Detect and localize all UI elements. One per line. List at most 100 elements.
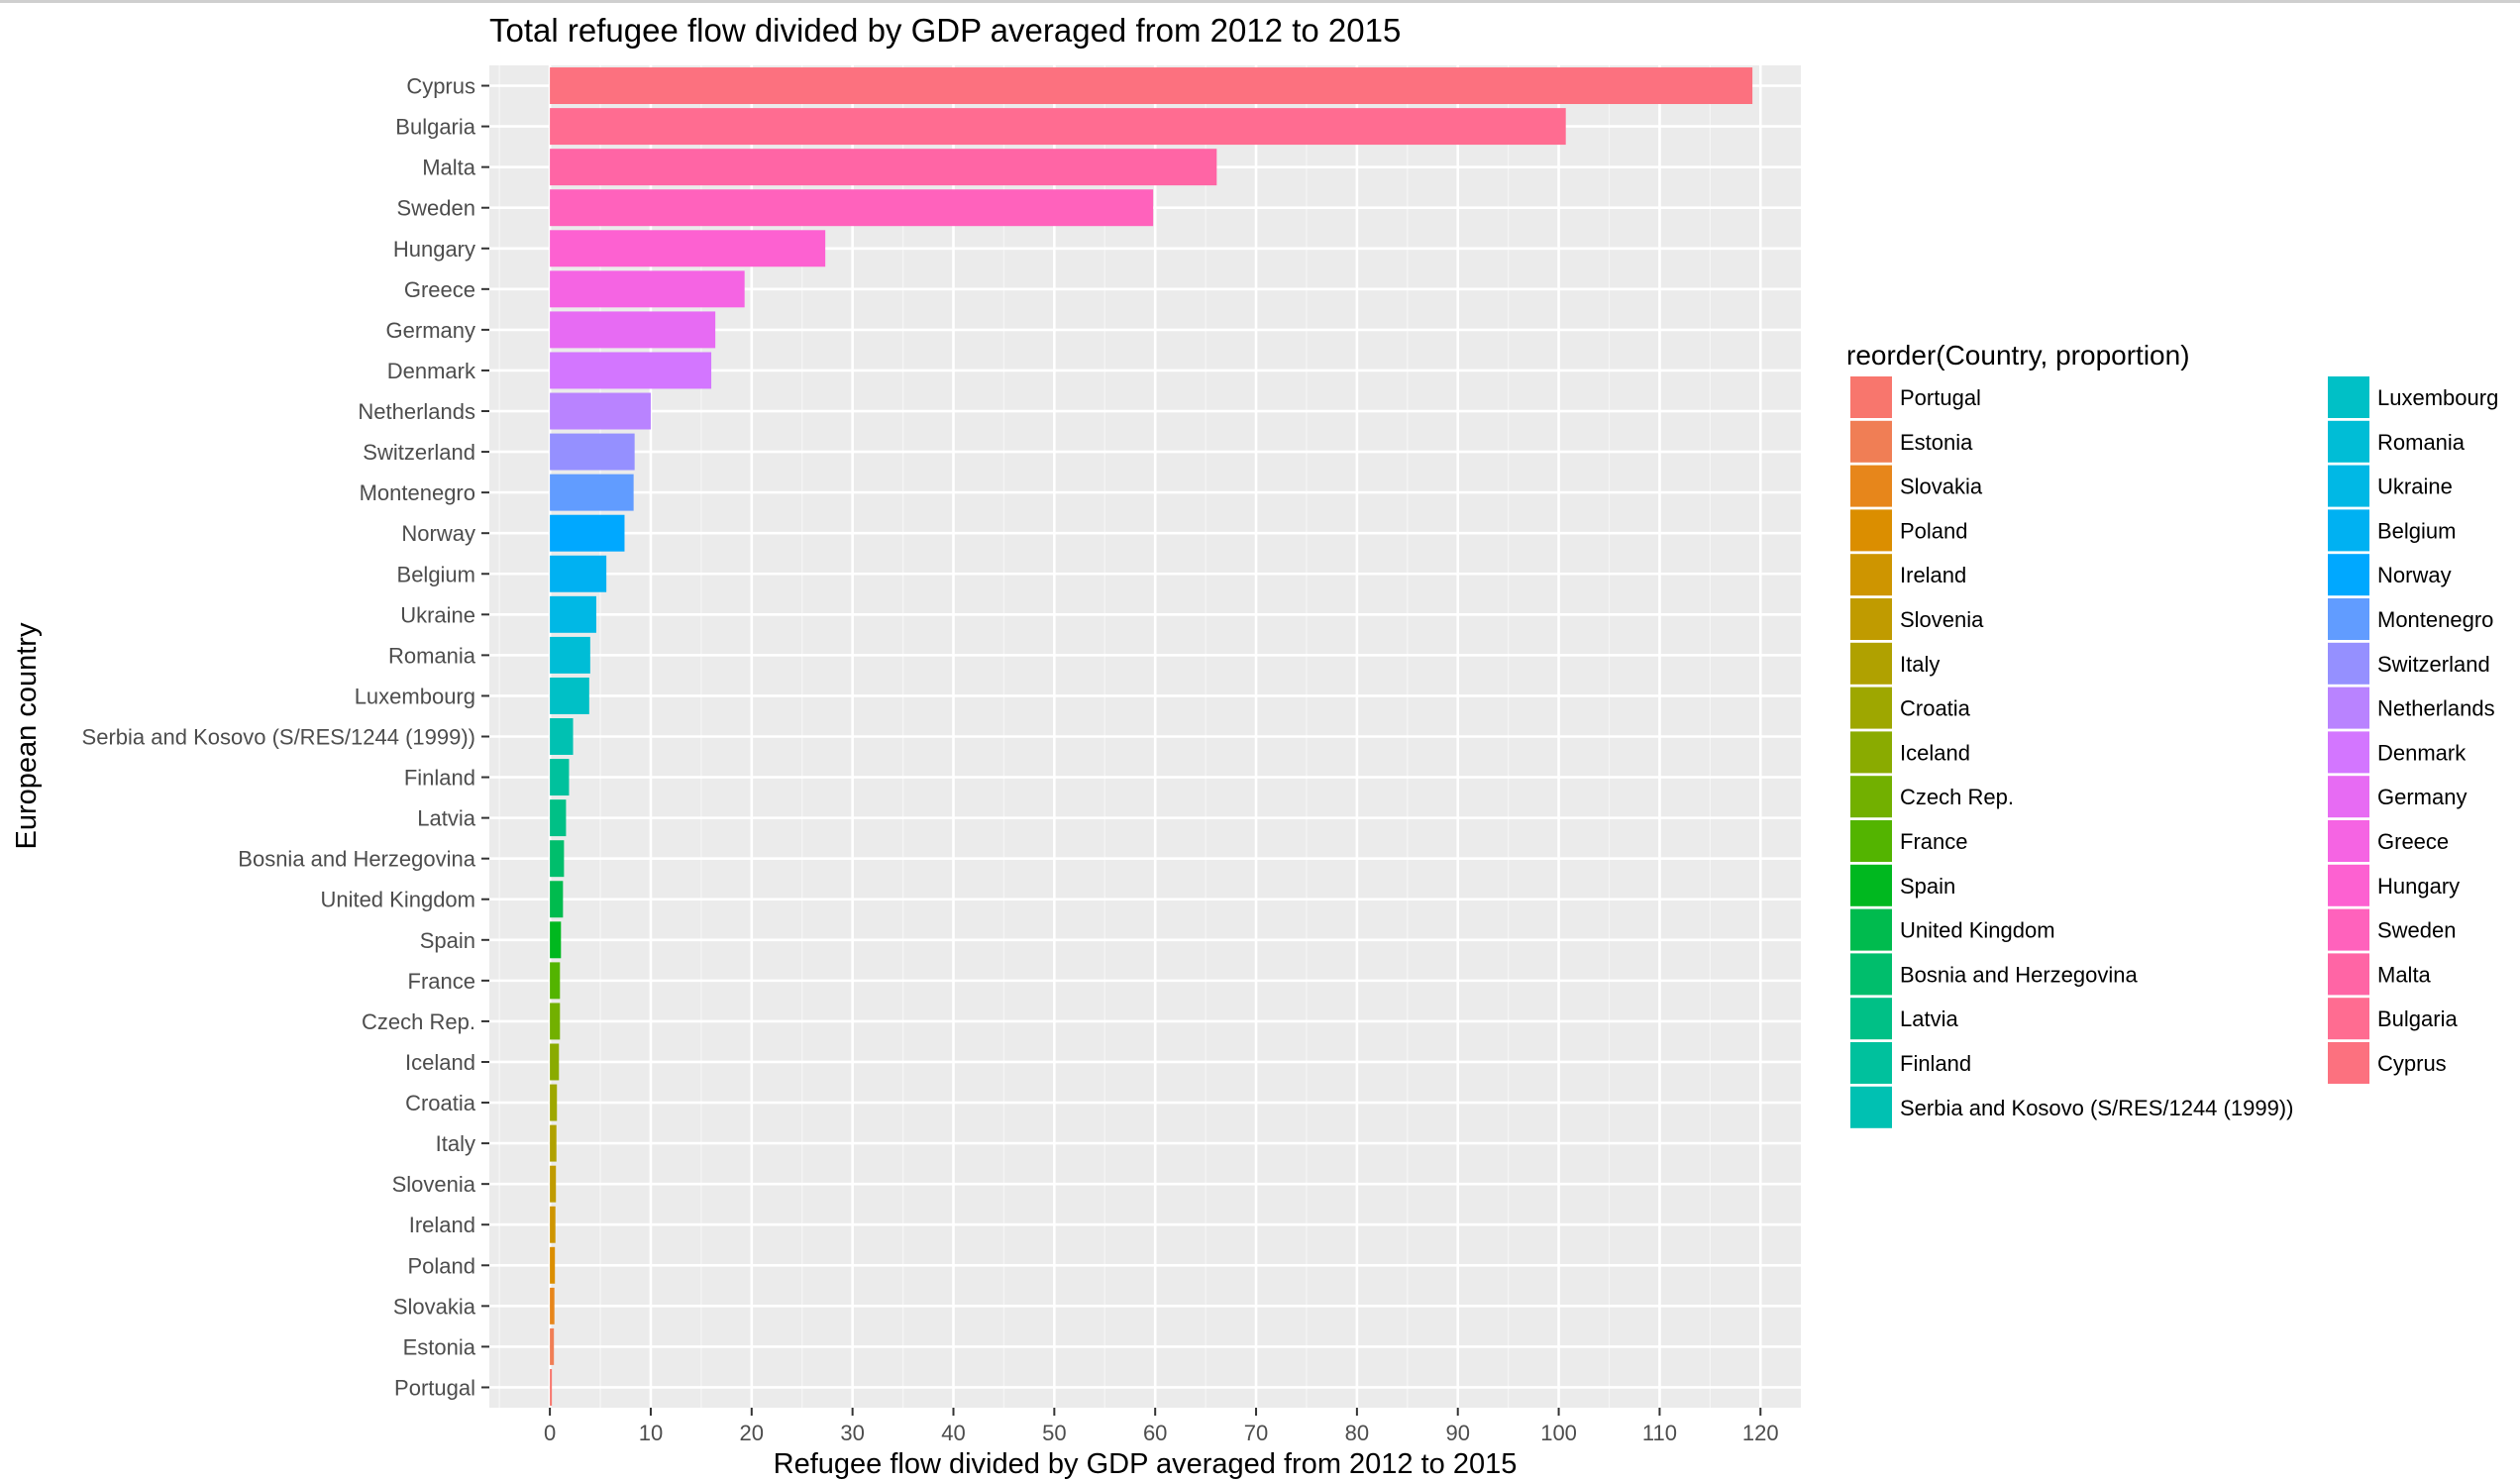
legend-key-hungary bbox=[2328, 864, 2369, 906]
legend-key-sweden bbox=[2328, 908, 2369, 951]
legend-key-latvia bbox=[1850, 998, 1892, 1040]
y-tick-label-poland: Poland bbox=[407, 1253, 475, 1278]
legend-key-belgium bbox=[2328, 509, 2369, 552]
legend-label-portugal: Portugal bbox=[1900, 385, 1981, 410]
bar-united-kingdom bbox=[550, 881, 564, 918]
bar-croatia bbox=[550, 1084, 558, 1121]
legend-key-germany bbox=[2328, 776, 2369, 818]
y-tick-label-bosnia-and-herzegovina: Bosnia and Herzegovina bbox=[238, 847, 475, 872]
legend-label-ireland: Ireland bbox=[1900, 563, 1966, 587]
legend-label-france: France bbox=[1900, 829, 1967, 854]
bar-luxembourg bbox=[550, 677, 589, 714]
y-tick-label-latvia: Latvia bbox=[417, 806, 475, 831]
legend-key-ireland bbox=[1850, 554, 1892, 596]
y-tick-label-netherlands: Netherlands bbox=[358, 399, 475, 424]
legend-key-slovakia bbox=[1850, 465, 1892, 507]
legend-label-switzerland: Switzerland bbox=[2377, 652, 2490, 677]
y-tick-label-slovenia: Slovenia bbox=[392, 1172, 476, 1197]
legend-key-iceland bbox=[1850, 731, 1892, 774]
bar-estonia bbox=[550, 1327, 555, 1365]
bar-denmark bbox=[550, 352, 712, 389]
legend-label-finland: Finland bbox=[1900, 1051, 1971, 1076]
y-tick-label-greece: Greece bbox=[404, 277, 475, 302]
y-axis-label: European country bbox=[11, 622, 43, 849]
bar-finland bbox=[550, 759, 570, 796]
bar-portugal bbox=[550, 1368, 553, 1406]
x-tick-label-20: 20 bbox=[740, 1421, 764, 1445]
bar-greece bbox=[550, 270, 745, 308]
legend-key-romania bbox=[2328, 420, 2369, 463]
legend-title: reorder(Country, proportion) bbox=[1846, 340, 2190, 370]
legend-key-luxembourg bbox=[2328, 376, 2369, 418]
y-tick-label-serbia-and-kosovo-s-res-1244-1999: Serbia and Kosovo (S/RES/1244 (1999)) bbox=[82, 725, 475, 750]
legend-label-bosnia-and-herzegovina: Bosnia and Herzegovina bbox=[1900, 962, 2138, 987]
window-top-border bbox=[0, 0, 2520, 3]
y-tick-label-switzerland: Switzerland bbox=[363, 440, 475, 465]
legend-key-finland bbox=[1850, 1042, 1892, 1084]
legend-label-greece: Greece bbox=[2377, 829, 2449, 854]
legend-label-spain: Spain bbox=[1900, 874, 1955, 899]
y-tick-label-cyprus: Cyprus bbox=[406, 74, 475, 99]
legend-label-hungary: Hungary bbox=[2377, 874, 2460, 899]
x-tick-label-50: 50 bbox=[1042, 1421, 1066, 1445]
bar-ireland bbox=[550, 1206, 556, 1243]
y-tick-label-france: France bbox=[408, 969, 475, 994]
legend-key-croatia bbox=[1850, 687, 1892, 729]
x-tick-label-120: 120 bbox=[1742, 1421, 1779, 1445]
legend-key-bulgaria bbox=[2328, 998, 2369, 1040]
legend-label-ukraine: Ukraine bbox=[2377, 475, 2453, 499]
y-tick-label-estonia: Estonia bbox=[403, 1334, 476, 1359]
bar-ukraine bbox=[550, 595, 596, 633]
bar-slovenia bbox=[550, 1165, 557, 1203]
legend-key-slovenia bbox=[1850, 598, 1892, 640]
x-tick-label-70: 70 bbox=[1244, 1421, 1268, 1445]
bar-germany bbox=[550, 311, 716, 349]
legend-label-serbia-and-kosovo-s-res-1244-1999: Serbia and Kosovo (S/RES/1244 (1999)) bbox=[1900, 1096, 2293, 1120]
legend-label-malta: Malta bbox=[2377, 962, 2432, 987]
y-tick-label-ukraine: Ukraine bbox=[400, 602, 475, 627]
y-tick-label-germany: Germany bbox=[386, 318, 475, 343]
x-tick-label-0: 0 bbox=[544, 1421, 556, 1445]
x-tick-label-90: 90 bbox=[1445, 1421, 1469, 1445]
y-tick-label-norway: Norway bbox=[401, 521, 475, 546]
legend-label-croatia: Croatia bbox=[1900, 696, 1971, 721]
bar-bulgaria bbox=[550, 108, 1566, 146]
bars bbox=[550, 67, 1753, 1406]
y-tick-label-luxembourg: Luxembourg bbox=[355, 684, 475, 708]
legend-key-czech-rep bbox=[1850, 776, 1892, 818]
y-tick-label-belgium: Belgium bbox=[397, 562, 475, 586]
x-tick-label-110: 110 bbox=[1642, 1421, 1677, 1445]
legend-key-norway bbox=[2328, 554, 2369, 596]
legend-label-czech-rep: Czech Rep. bbox=[1900, 785, 2014, 809]
legend-label-bulgaria: Bulgaria bbox=[2377, 1006, 2458, 1031]
y-tick-label-malta: Malta bbox=[422, 156, 476, 180]
bar-latvia bbox=[550, 799, 567, 837]
y-tick-label-slovakia: Slovakia bbox=[393, 1294, 476, 1319]
y-tick-label-bulgaria: Bulgaria bbox=[395, 115, 475, 140]
legend-key-united-kingdom bbox=[1850, 908, 1892, 951]
legend-label-denmark: Denmark bbox=[2377, 740, 2467, 765]
y-tick-label-finland: Finland bbox=[404, 766, 475, 791]
legend-key-cyprus bbox=[2328, 1042, 2369, 1084]
x-tick-label-10: 10 bbox=[639, 1421, 663, 1445]
legend-key-netherlands bbox=[2328, 687, 2369, 729]
legend-key-greece bbox=[2328, 820, 2369, 862]
bar-hungary bbox=[550, 230, 826, 267]
x-tick-label-30: 30 bbox=[840, 1421, 864, 1445]
bar-poland bbox=[550, 1246, 556, 1284]
legend-key-serbia-and-kosovo-s-res-1244-1999 bbox=[1850, 1086, 1892, 1128]
legend-label-germany: Germany bbox=[2377, 785, 2467, 809]
y-axis-tick-labels: Portugal Estonia Slovakia Poland Ireland Slov… bbox=[82, 74, 489, 1400]
legend-key-italy bbox=[1850, 642, 1892, 685]
x-tick-label-80: 80 bbox=[1345, 1421, 1369, 1445]
bar-belgium bbox=[550, 555, 607, 592]
legend-label-sweden: Sweden bbox=[2377, 918, 2457, 943]
y-tick-label-iceland: Iceland bbox=[405, 1050, 475, 1075]
y-tick-label-czech-rep: Czech Rep. bbox=[362, 1009, 475, 1034]
bar-france bbox=[550, 962, 561, 1000]
legend-label-slovakia: Slovakia bbox=[1900, 475, 1983, 499]
bar-serbia-and-kosovo-s-res-1244-1999 bbox=[550, 718, 574, 755]
legend-label-montenegro: Montenegro bbox=[2377, 607, 2493, 632]
legend-label-norway: Norway bbox=[2377, 563, 2452, 587]
